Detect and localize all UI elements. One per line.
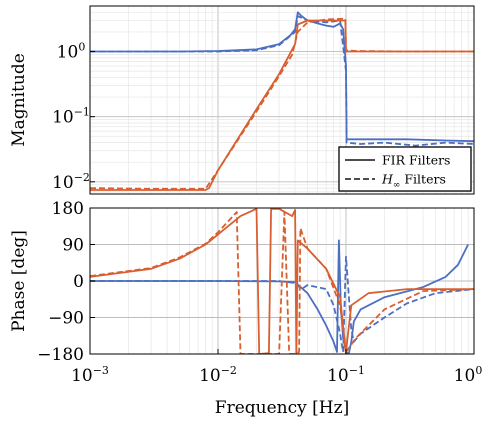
magnitude-series-orange-solid [90,19,474,191]
phase-lines [90,208,474,354]
legend-label-fir: FIR Filters [382,153,450,168]
magnitude-tick-labels: 10−2 10−1 100 [52,41,95,193]
legend-label-hinf: H∞ Filters [381,172,446,191]
magnitude-y-tick-label: 100 [57,41,86,63]
magnitude-series-orange-dashed [90,17,474,190]
legend: FIR Filters H∞ Filters [338,146,472,192]
phase-series-orange-dashed [90,211,474,354]
x-axis-label: Frequency [Hz] [215,398,349,418]
x-tick-label: 10−3 [71,364,109,386]
phase-y-tick-label: −90 [48,309,84,329]
phase-y-tick-label: 0 [73,272,84,292]
phase-y-tick-label: 180 [52,199,84,219]
phase-series-blue-dashed [90,255,474,353]
phase-series-orange-solid [90,208,474,354]
phase-y-tick-label: 90 [62,236,84,256]
legend-box [338,146,472,192]
x-tick-label: 100 [454,364,483,386]
magnitude-y-tick-label: 10−1 [52,106,90,128]
magnitude-ylabel: Magnitude [9,53,29,147]
phase-ylabel: Phase [deg] [9,230,29,332]
x-tick-label: 10−2 [199,364,237,386]
magnitude-lines [90,11,474,191]
phase-y-tick-label: −180 [37,345,84,365]
magnitude-axes-frame [89,5,475,195]
magnitude-y-tick-label: 10−2 [52,171,90,193]
magnitude-series-blue-dashed [90,15,474,147]
x-tick-label: 10−1 [327,364,365,386]
